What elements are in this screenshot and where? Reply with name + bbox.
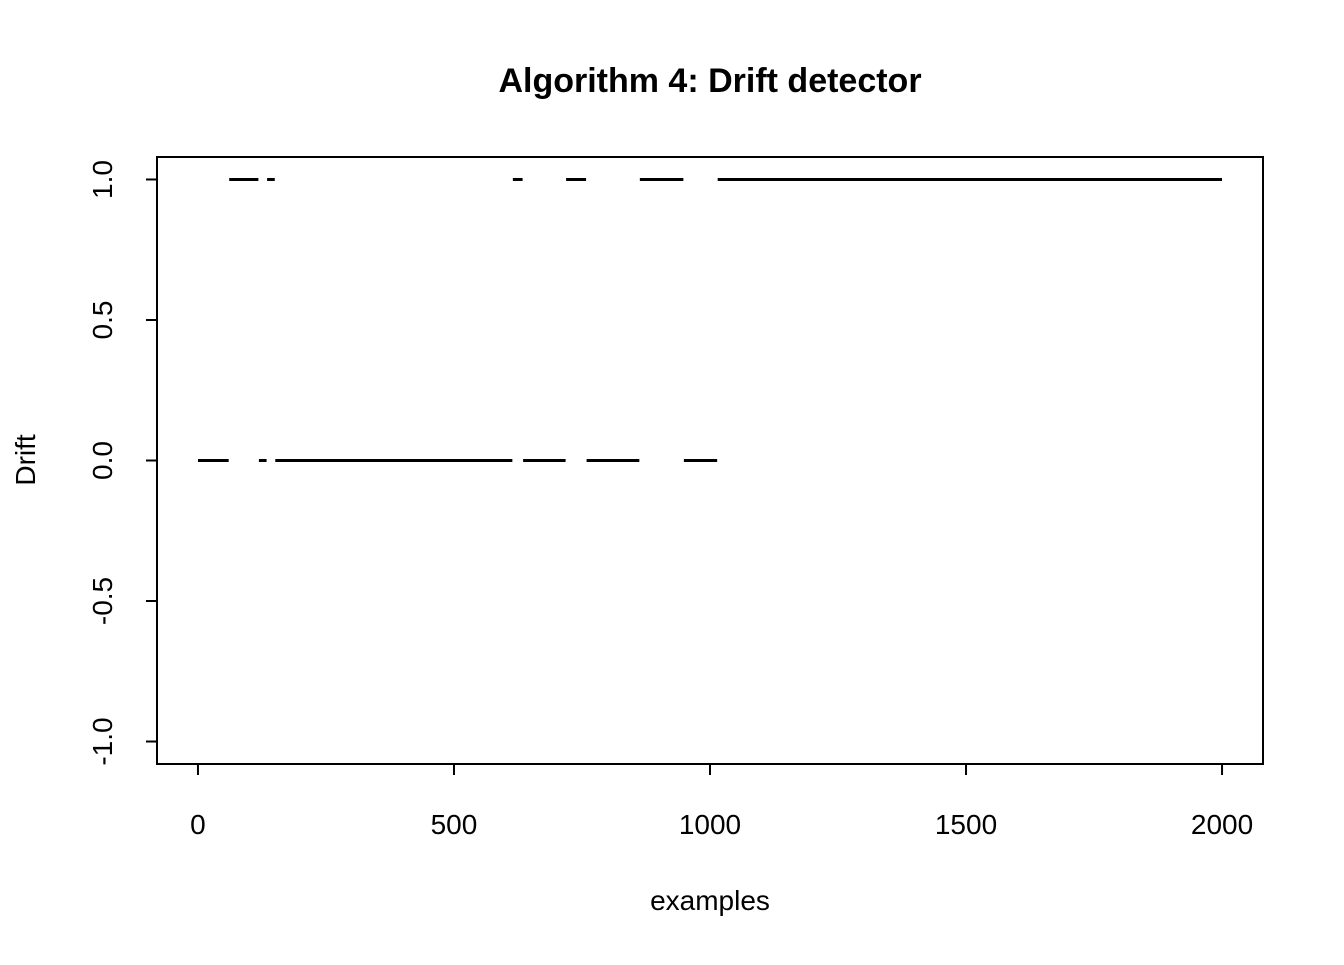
y-tick-label: 0.0 [87, 441, 118, 480]
x-tick-label: 1000 [679, 809, 741, 840]
data-layer [197, 177, 1223, 462]
y-tick-label: 1.0 [87, 160, 118, 199]
x-tick-label: 0 [190, 809, 206, 840]
x-tick-label: 1500 [935, 809, 997, 840]
y-axis-label: Drift [10, 434, 41, 486]
y-axis: -1.0 -0.5 0.0 0.5 1.0 [87, 160, 158, 766]
y-tick-label: -1.0 [87, 717, 118, 765]
y-tick-label: -0.5 [87, 577, 118, 625]
x-tick-label: 500 [431, 809, 478, 840]
x-axis: 0 500 1000 1500 2000 [190, 763, 1253, 840]
y-tick-label: 0.5 [87, 301, 118, 340]
chart-title: Algorithm 4: Drift detector [498, 62, 921, 100]
x-tick-label: 2000 [1191, 809, 1253, 840]
x-axis-label: examples [650, 885, 770, 916]
